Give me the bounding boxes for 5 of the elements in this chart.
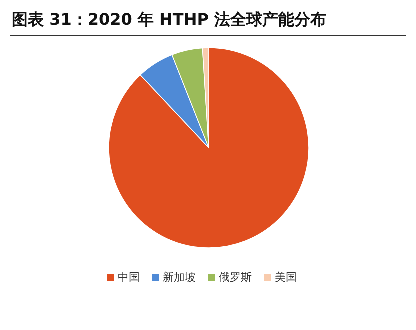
legend-label: 新加坡 [163, 271, 196, 284]
legend-label: 俄罗斯 [219, 271, 252, 284]
legend-label: 美国 [275, 271, 297, 284]
chart-title: 图表 31：2020 年 HTHP 法全球产能分布 [12, 10, 326, 29]
legend-label: 中国 [118, 271, 140, 284]
